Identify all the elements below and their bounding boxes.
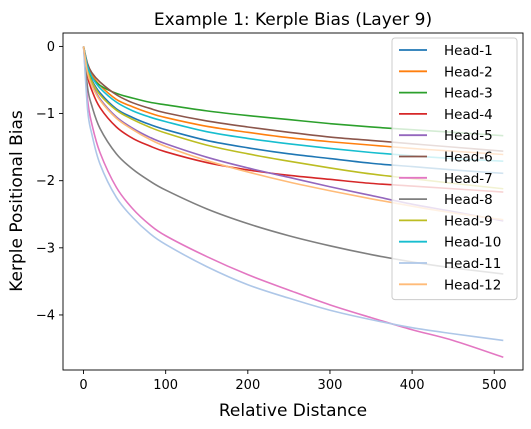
legend-label-6: Head-6	[444, 150, 493, 166]
x-tick-label: 0	[79, 378, 87, 393]
legend-label-7: Head-7	[444, 171, 493, 187]
legend-label-1: Head-1	[444, 43, 493, 59]
legend-box	[391, 37, 518, 301]
axes: 0 100 200 300 400 500 0 −1 −2 −3 −4	[36, 32, 524, 393]
y-tick-label: −2	[36, 174, 55, 189]
x-tick-label: 400	[400, 378, 425, 393]
legend-label-2: Head-2	[444, 64, 493, 80]
series-line-11	[82, 46, 504, 342]
y-tick-label: −3	[36, 241, 55, 256]
legend-label-3: Head-3	[444, 86, 493, 102]
legend-label-8: Head-8	[444, 192, 493, 208]
plot-frame	[62, 32, 524, 371]
chart-title: Example 1: Kerple Bias (Layer 9)	[154, 10, 432, 30]
y-axis-title: Kerple Positional Bias	[7, 110, 27, 292]
legend-label-9: Head-9	[444, 213, 493, 229]
y-tick-label: −1	[36, 107, 55, 122]
x-tick-label: 500	[482, 378, 507, 393]
legend-label-12: Head-12	[444, 277, 501, 293]
legend: Head-1 Head-2 Head-3 Head-4 Head-5 Head-6 Head…	[391, 37, 518, 301]
legend-label-10: Head-10	[444, 235, 501, 251]
legend-label-5: Head-5	[444, 128, 493, 144]
legend-label-11: Head-11	[444, 256, 501, 272]
x-axis-title: Relative Distance	[219, 401, 367, 421]
legend-label-4: Head-4	[444, 107, 493, 123]
x-tick-label: 200	[235, 378, 260, 393]
y-tick-label: 0	[47, 40, 55, 55]
x-tick-label: 300	[318, 378, 343, 393]
x-tick-label: 100	[153, 378, 178, 393]
y-tick-label: −4	[36, 308, 55, 323]
